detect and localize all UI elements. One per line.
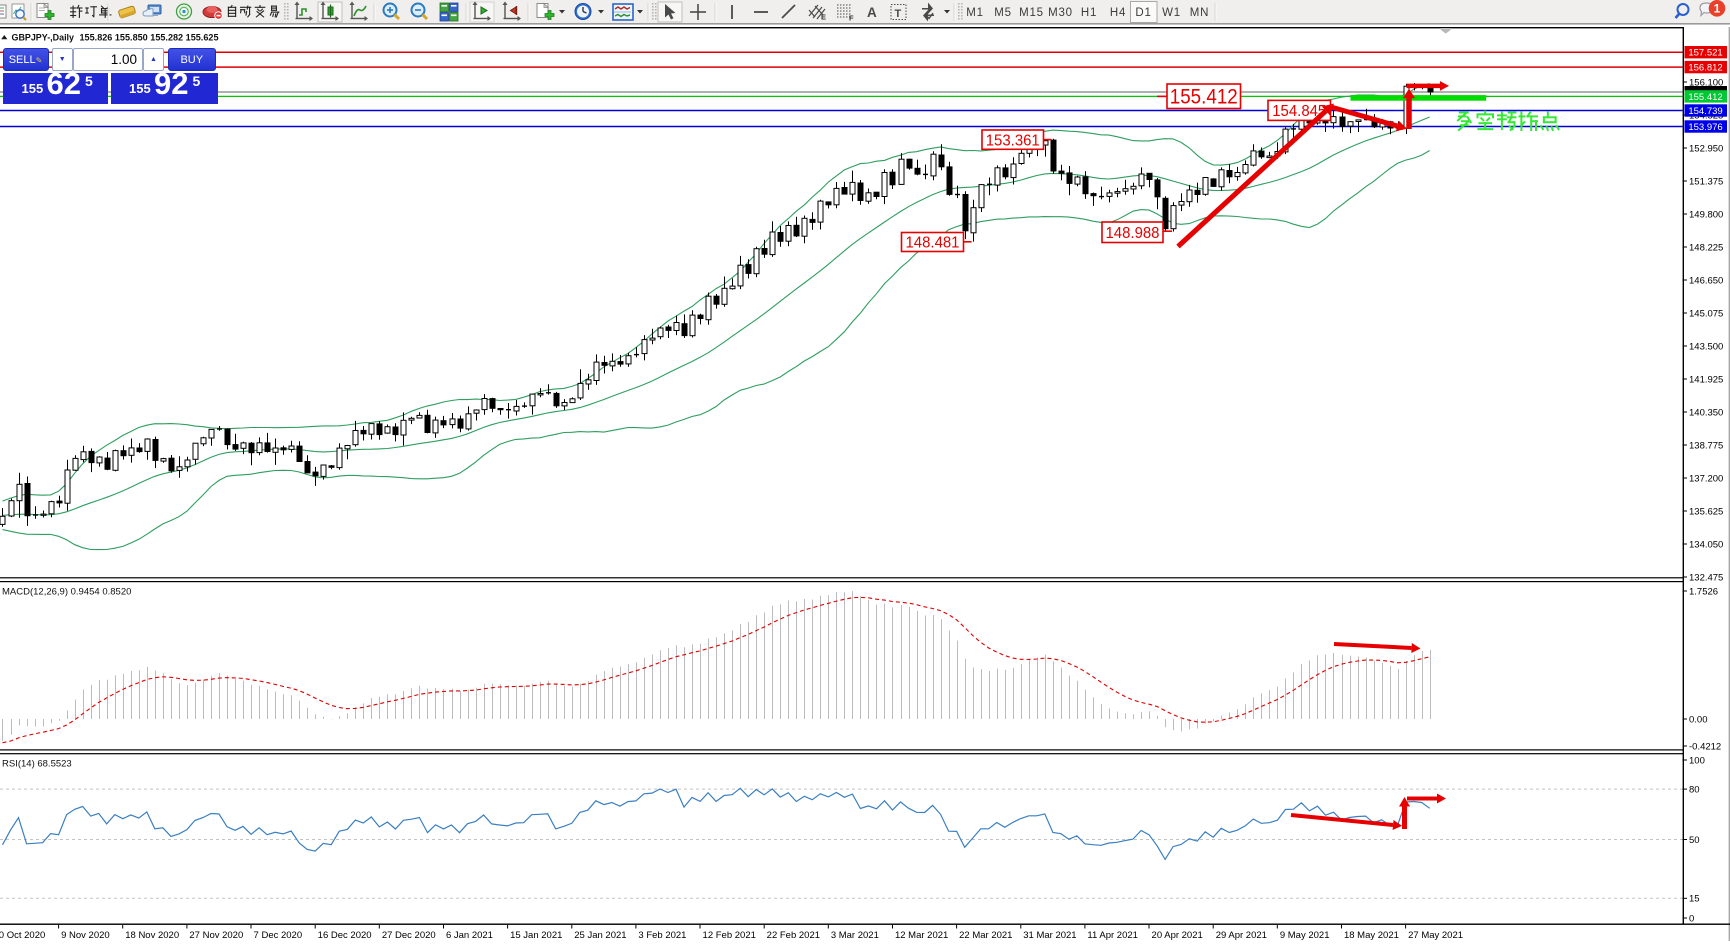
svg-text:27 Dec 2020: 27 Dec 2020 — [382, 930, 436, 941]
svg-text:157.521: 157.521 — [1688, 48, 1722, 59]
svg-text:18 Nov 2020: 18 Nov 2020 — [125, 930, 179, 941]
svg-text:15: 15 — [1689, 894, 1700, 905]
svg-text:148.988: 148.988 — [1106, 225, 1160, 242]
svg-text:151.375: 151.375 — [1689, 176, 1723, 187]
svg-text:11 Apr 2021: 11 Apr 2021 — [1087, 930, 1138, 941]
svg-text:H4: H4 — [1110, 7, 1126, 19]
svg-text:GBPJPY-,Daily: GBPJPY-,Daily — [12, 33, 75, 44]
svg-text:134.050: 134.050 — [1689, 539, 1723, 550]
svg-text:1: 1 — [1714, 1, 1721, 15]
svg-text:31 Mar 2021: 31 Mar 2021 — [1023, 930, 1076, 941]
svg-text:12 Mar 2021: 12 Mar 2021 — [895, 930, 948, 941]
svg-text:6 Jan 2021: 6 Jan 2021 — [446, 930, 493, 941]
svg-text:154.739: 154.739 — [1688, 106, 1722, 117]
svg-text:27 Nov 2020: 27 Nov 2020 — [189, 930, 243, 941]
svg-text:T: T — [895, 8, 902, 20]
svg-text:F: F — [849, 14, 854, 23]
svg-text:M30: M30 — [1048, 7, 1073, 19]
svg-text:156.812: 156.812 — [1688, 63, 1722, 74]
svg-text:146.650: 146.650 — [1689, 275, 1723, 286]
svg-text:12 Feb 2021: 12 Feb 2021 — [703, 930, 756, 941]
svg-text:143.500: 143.500 — [1689, 341, 1723, 352]
svg-text:25 Jan 2021: 25 Jan 2021 — [574, 930, 626, 941]
svg-text:155.826 155.850 155.282 155.62: 155.826 155.850 155.282 155.625 — [80, 33, 220, 44]
svg-text:MACD(12,26,9) 0.9454 0.8520: MACD(12,26,9) 0.9454 0.8520 — [2, 587, 131, 598]
svg-text:H1: H1 — [1081, 7, 1097, 19]
svg-text:1.7526: 1.7526 — [1689, 586, 1718, 597]
svg-text:30 Oct 2020: 30 Oct 2020 — [0, 930, 45, 941]
svg-text:152.950: 152.950 — [1689, 143, 1723, 154]
svg-text:RSI(14) 68.5523: RSI(14) 68.5523 — [2, 759, 72, 770]
svg-text:20 Apr 2021: 20 Apr 2021 — [1152, 930, 1203, 941]
svg-text:135.625: 135.625 — [1689, 506, 1723, 517]
svg-text:140.350: 140.350 — [1689, 407, 1723, 418]
svg-text:155.412: 155.412 — [1688, 92, 1722, 103]
svg-text:9 Nov 2020: 9 Nov 2020 — [61, 930, 110, 941]
svg-text:0: 0 — [1689, 913, 1694, 924]
svg-text:16 Dec 2020: 16 Dec 2020 — [318, 930, 372, 941]
svg-text:3 Feb 2021: 3 Feb 2021 — [638, 930, 686, 941]
svg-text:138.775: 138.775 — [1689, 440, 1723, 451]
svg-text:156.100: 156.100 — [1689, 77, 1723, 88]
svg-text:7 Dec 2020: 7 Dec 2020 — [254, 930, 303, 941]
svg-text:80: 80 — [1689, 785, 1700, 796]
svg-text:MN: MN — [1190, 7, 1210, 19]
svg-text:153.361: 153.361 — [986, 132, 1040, 149]
svg-text:155.412: 155.412 — [1170, 86, 1238, 109]
svg-text:-0.4212: -0.4212 — [1689, 741, 1721, 752]
svg-text:148.481: 148.481 — [906, 235, 960, 252]
svg-text:9 May 2021: 9 May 2021 — [1280, 930, 1330, 941]
svg-text:148.225: 148.225 — [1689, 242, 1723, 253]
svg-text:M5: M5 — [994, 7, 1012, 19]
svg-text:22 Mar 2021: 22 Mar 2021 — [959, 930, 1012, 941]
svg-text:145.075: 145.075 — [1689, 308, 1723, 319]
svg-text:132.475: 132.475 — [1689, 572, 1723, 583]
svg-text:18 May 2021: 18 May 2021 — [1344, 930, 1399, 941]
svg-text:A: A — [867, 5, 877, 20]
svg-text:100: 100 — [1689, 755, 1705, 766]
svg-text:3 Mar 2021: 3 Mar 2021 — [831, 930, 879, 941]
svg-text:154.845: 154.845 — [1272, 103, 1326, 120]
svg-text:141.925: 141.925 — [1689, 374, 1723, 385]
svg-text:29 Apr 2021: 29 Apr 2021 — [1216, 930, 1267, 941]
svg-text:D1: D1 — [1135, 7, 1151, 19]
svg-text:M1: M1 — [966, 7, 984, 19]
svg-text:22 Feb 2021: 22 Feb 2021 — [767, 930, 820, 941]
svg-text:E: E — [821, 13, 826, 22]
svg-text:137.200: 137.200 — [1689, 473, 1723, 484]
svg-text:50: 50 — [1689, 835, 1700, 846]
svg-text:153.976: 153.976 — [1688, 122, 1722, 133]
svg-text:M15: M15 — [1019, 7, 1044, 19]
svg-text:15 Jan 2021: 15 Jan 2021 — [510, 930, 562, 941]
svg-text:W1: W1 — [1162, 7, 1181, 19]
svg-text:27 May 2021: 27 May 2021 — [1408, 930, 1463, 941]
svg-text:0.00: 0.00 — [1689, 714, 1708, 725]
svg-text:149.800: 149.800 — [1689, 209, 1723, 220]
